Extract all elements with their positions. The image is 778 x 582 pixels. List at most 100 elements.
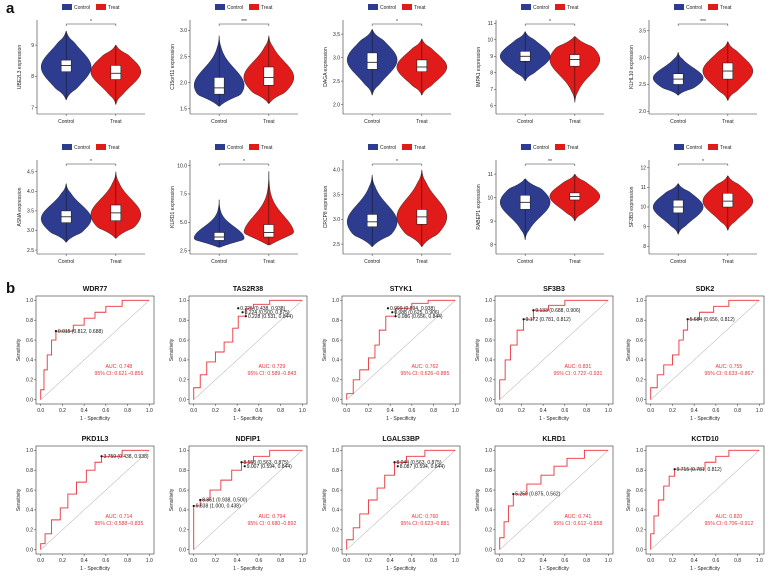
- roc-title: SDK2: [696, 286, 715, 293]
- box-control: [213, 232, 225, 241]
- x-tick-label: 0.2: [518, 558, 525, 564]
- significance-label: *: [90, 159, 92, 165]
- y-tick-label: 11: [488, 21, 493, 27]
- x-tick-label: 0.0: [37, 408, 44, 414]
- legend-swatch-treat: [249, 4, 259, 10]
- x-tick-label: 0.4: [387, 558, 394, 564]
- y-tick-label: 2.5: [27, 248, 34, 254]
- legend-swatch-treat: [555, 144, 565, 150]
- y-tick-label: 0.4: [179, 508, 186, 514]
- box-treat: [416, 59, 428, 72]
- x-tick-label-treat: Treat: [110, 259, 122, 265]
- violin-chart: Control Treat 2.5 3.0 3.5 4.0 4.5 ASNA expressi…: [17, 144, 145, 265]
- x-tick-label-treat: Treat: [263, 259, 275, 265]
- cutoff-point: [512, 492, 515, 496]
- y-tick-label: 3.5: [333, 192, 340, 198]
- legend-label-treat: Treat: [567, 145, 579, 151]
- y-tick-label: 1.0: [332, 298, 339, 304]
- x-tick-label-control: Control: [517, 119, 533, 125]
- y-tick-label: 8: [31, 74, 34, 80]
- x-tick-label: 0.6: [102, 558, 109, 564]
- x-axis-label: 1 - Specificity: [539, 566, 569, 572]
- x-tick-label: 0.4: [234, 408, 241, 414]
- roc-curve: [650, 449, 760, 550]
- roc-title: TAS2R38: [233, 286, 263, 293]
- auc-ci-label: 95% CI: 0.706−0.912: [704, 521, 753, 527]
- x-axis-label: 1 - Specificity: [233, 566, 263, 572]
- y-tick-label: 10: [640, 205, 646, 211]
- cutoff-point: [243, 465, 246, 468]
- legend-label-control: Control: [533, 145, 549, 151]
- cutoff-label: 8.851 (0.938, 0.500): [202, 498, 247, 504]
- cutoff-label: 0.086 (0.656, 0.844): [398, 314, 443, 320]
- significance-label: *: [243, 159, 245, 165]
- x-tick-label: 1.0: [756, 408, 763, 414]
- roc-chart: SF3B3 0.0 0.0 0.2 0.2 0.4 0.4 0.6 0.6 0.8 0.8 1.0 1.…: [475, 286, 614, 422]
- auc-ci-label: 95% CI: 0.626−0.885: [400, 371, 449, 377]
- cutoff-point: [199, 498, 202, 502]
- cutoff-label: 9.172 (0.781, 0.812): [526, 317, 571, 323]
- y-axis-label: RABEP1 expression: [476, 184, 482, 230]
- plot-frame: [645, 295, 765, 405]
- cutoff-point: [673, 468, 676, 471]
- y-tick-label: 0.0: [26, 547, 33, 553]
- auc-ci-label: 95% CI: 0.589−0.843: [247, 371, 296, 377]
- x-tick-label: 0.6: [408, 558, 415, 564]
- auc-label: AUC: 0.741: [564, 514, 591, 520]
- x-tick-label: 0.4: [540, 558, 547, 564]
- x-tick-label: 0.6: [408, 408, 415, 414]
- roc-title: NDFIP1: [236, 436, 261, 443]
- cutoff-point: [522, 318, 525, 321]
- y-tick-label: 10.0: [177, 163, 187, 169]
- cutoff-point: [237, 307, 240, 310]
- roc-title: KLRD1: [542, 436, 565, 443]
- y-tick-label: 0.6: [485, 338, 492, 344]
- y-tick-label: 0.0: [332, 547, 339, 553]
- roc-chart: STYK1 0.0 0.0 0.2 0.2 0.4 0.4 0.6 0.6 0.8 0.8 1.0 1.…: [322, 286, 461, 422]
- y-tick-label: 0.4: [636, 508, 643, 514]
- auc-label: AUC: 0.714: [105, 514, 132, 520]
- x-tick-label: 0.0: [496, 408, 503, 414]
- x-tick-label: 1.0: [299, 558, 306, 564]
- legend-swatch-treat: [708, 4, 718, 10]
- y-tick-label: 0.6: [636, 338, 643, 344]
- auc-ci-label: 95% CI: 0.722−0.931: [553, 371, 602, 377]
- cutoff-point: [686, 318, 689, 321]
- legend-swatch-treat: [96, 4, 106, 10]
- y-axis-label: DAGA expression: [323, 47, 329, 87]
- violin-chart: Control Treat 8 9 10 11 12 SF3B3 expression Cont…: [629, 144, 757, 265]
- violin-chart: Control Treat 2.5 5.0 7.5 10.0 KLRD1 expressio…: [170, 144, 298, 265]
- auc-label: AUC: 0.794: [258, 514, 285, 520]
- box-treat: [569, 54, 581, 67]
- y-tick-label: 1.0: [636, 448, 643, 454]
- plot-frame: [341, 295, 461, 405]
- y-tick-label: 11: [641, 185, 646, 191]
- y-tick-label: 0.4: [179, 358, 186, 364]
- auc-label: AUC: 0.729: [258, 364, 285, 370]
- x-tick-label: 0.2: [365, 408, 372, 414]
- x-tick-label: 0.2: [669, 558, 676, 564]
- y-tick-label: 0.8: [485, 468, 492, 474]
- x-tick-label: 0.2: [59, 408, 66, 414]
- diagonal-reference: [40, 300, 150, 400]
- y-axis-label: Sensitivity: [322, 488, 328, 511]
- x-tick-label-control: Control: [670, 259, 686, 265]
- x-tick-label: 0.6: [712, 408, 719, 414]
- y-tick-label: 0.8: [179, 468, 186, 474]
- y-tick-label: 3.0: [27, 228, 34, 234]
- y-axis-label: ASNA expression: [17, 187, 23, 226]
- x-tick-label-control: Control: [364, 119, 380, 125]
- violin-chart: Control Treat 1.5 2.0 2.5 3.0 C15orf11 express…: [170, 4, 298, 125]
- y-tick-label: 0.2: [485, 528, 492, 534]
- diagonal-reference: [650, 300, 760, 400]
- legend-label-control: Control: [380, 5, 396, 11]
- x-tick-label: 0.8: [583, 408, 590, 414]
- x-tick-label: 0.6: [102, 408, 109, 414]
- x-tick-label: 0.4: [540, 408, 547, 414]
- cutoff-point: [240, 461, 243, 464]
- legend-swatch-treat: [708, 144, 718, 150]
- y-tick-label: 0.4: [26, 508, 33, 514]
- x-tick-label-control: Control: [58, 119, 74, 125]
- y-tick-label: 4.5: [27, 169, 34, 175]
